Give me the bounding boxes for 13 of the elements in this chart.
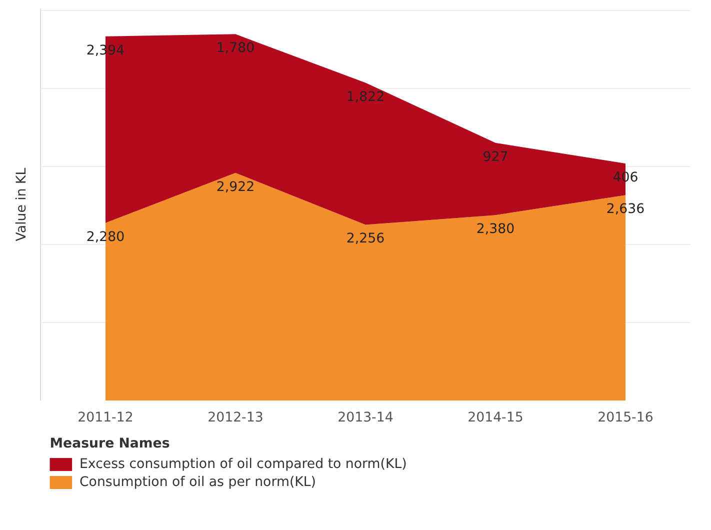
legend-label: Consumption of oil as per norm(KL) [80, 475, 316, 490]
data-label: 1,780 [216, 41, 255, 56]
x-tick-label: 2013-14 [338, 410, 394, 426]
x-tick-label: 2011-12 [78, 410, 134, 426]
x-tick-label: 2015-16 [598, 410, 654, 426]
legend-title: Measure Names [50, 436, 170, 452]
x-tick-label: 2014-15 [468, 410, 524, 426]
legend-label: Excess consumption of oil compared to norm(KL) [80, 457, 407, 472]
x-tick-label: 2012-13 [208, 410, 264, 426]
data-label: 1,822 [346, 90, 385, 105]
data-label: 927 [482, 150, 508, 165]
data-label: 2,394 [86, 43, 125, 58]
y-axis-title: Value in KL [14, 167, 30, 242]
